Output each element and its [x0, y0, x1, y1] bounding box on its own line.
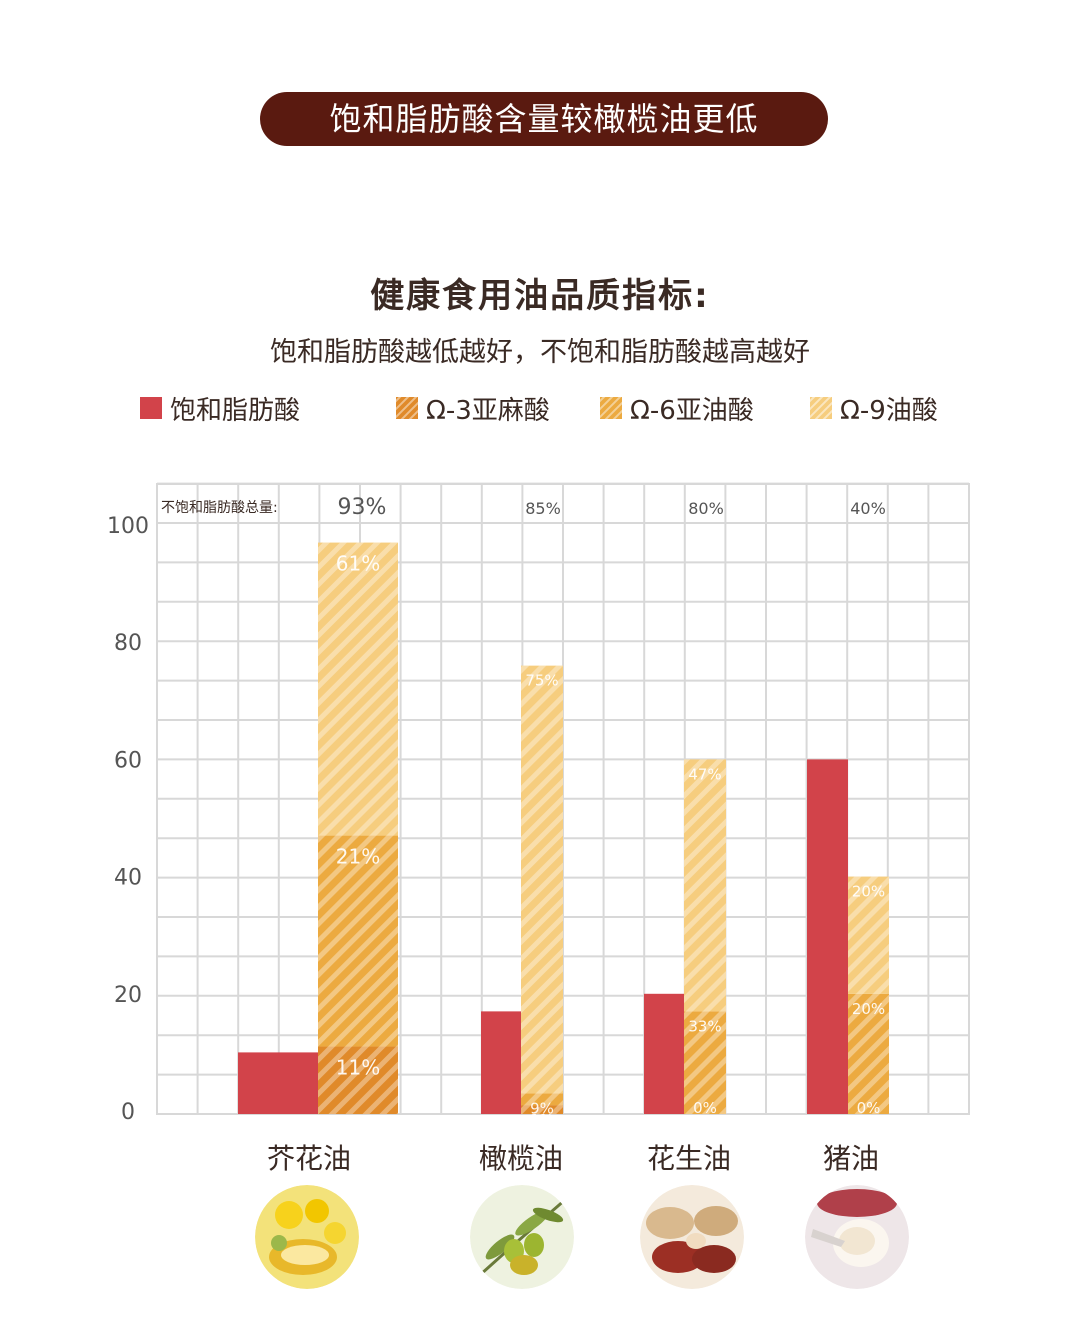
bar-hatch-omega9: [848, 876, 889, 994]
data-label-omega3: 0%: [857, 1099, 881, 1117]
legend-item-omega3: Ω-3亚麻酸: [396, 388, 550, 428]
y-axis: 0 20 40 60 80 100: [107, 514, 149, 1125]
chart-bars: [238, 542, 889, 1114]
bar-hatch-omega9: [318, 542, 398, 836]
data-label-omega3: 0%: [693, 1099, 717, 1117]
legend-swatch-saturated: [140, 397, 162, 419]
data-label-omega3: 11%: [336, 1056, 380, 1080]
data-label-omega3: 1%: [530, 1111, 554, 1129]
bar-saturated: [644, 993, 684, 1114]
y-tick-label: 0: [121, 1100, 135, 1125]
legend-swatch-omega6: [600, 397, 622, 419]
total-unsaturated-label: 85%: [525, 499, 561, 518]
data-label-omega6: 21%: [336, 845, 380, 869]
y-tick-label: 80: [114, 631, 142, 656]
y-tick-label: 20: [114, 983, 142, 1008]
bar-hatch-omega6: [318, 835, 398, 1047]
header-banner: 饱和脂肪酸含量较橄榄油更低: [260, 92, 828, 146]
legend-item-omega6: Ω-6亚油酸: [600, 388, 754, 428]
y-tick-label: 40: [114, 866, 142, 891]
bar-hatch-omega3: [318, 1046, 398, 1114]
chart-labels: 11% 21% 61% 93% 芥花油 1%9% 75% 85% 橄榄油 0% 33% 47% 80% 花…: [161, 495, 886, 1175]
canola-flower-icon: [255, 1185, 359, 1289]
data-label-omega6: 9%: [530, 1099, 554, 1117]
peanut-icon: [640, 1185, 744, 1289]
legend-item-omega9: Ω-9油酸: [810, 388, 938, 428]
bar-hatch-omega6: [848, 993, 889, 1114]
x-category-label: 猪油: [823, 1142, 879, 1175]
bar-hatch-omega9: [684, 759, 726, 1012]
data-label-omega9: 61%: [336, 552, 380, 576]
total-unsaturated-label: 93%: [338, 495, 387, 520]
lard-icon: [805, 1185, 909, 1289]
x-category-label: 花生油: [647, 1142, 731, 1175]
total-unsaturated-label: 40%: [850, 499, 886, 518]
legend-label-omega6: Ω-6亚油酸: [630, 395, 754, 426]
chart-subtitle: 饱和脂肪酸越低越好，不饱和脂肪酸越高越好: [270, 337, 810, 368]
chart-title: 健康食用油品质指标:: [370, 276, 710, 316]
y-tick-label: 100: [107, 514, 149, 539]
y-tick-label: 60: [114, 748, 142, 773]
banner-text: 饱和脂肪酸含量较橄榄油更低: [329, 100, 759, 138]
bar-hatch-omega6: [684, 1011, 726, 1114]
legend-item-saturated: 饱和脂肪酸: [140, 388, 300, 428]
x-category-label: 芥花油: [267, 1142, 351, 1175]
legend-swatch-omega3: [396, 397, 418, 419]
bar-saturated: [807, 759, 848, 1114]
bar-hatch-omega6: [521, 1093, 563, 1106]
bar-saturated: [481, 1011, 521, 1114]
data-label-omega9: 75%: [525, 672, 558, 690]
data-label-omega6: 33%: [688, 1017, 721, 1035]
data-label-omega6: 20%: [852, 1000, 885, 1018]
legend-label-omega3: Ω-3亚麻酸: [426, 395, 550, 426]
total-prefix-label: 不饱和脂肪酸总量:: [161, 500, 278, 516]
legend-swatch-omega9: [810, 397, 832, 419]
bar-hatch-omega9: [521, 665, 563, 1094]
bar-hatch-omega3: [521, 1105, 563, 1114]
legend-label-omega9: Ω-9油酸: [840, 395, 938, 426]
bar-saturated: [238, 1052, 318, 1114]
legend-label-saturated: 饱和脂肪酸: [170, 395, 301, 426]
chart-legend: 饱和脂肪酸 Ω-3亚麻酸 Ω-6亚油酸 Ω-9油酸: [140, 388, 960, 428]
olive-branch-icon: [470, 1185, 574, 1289]
total-unsaturated-label: 80%: [688, 499, 724, 518]
x-category-label: 橄榄油: [479, 1142, 563, 1175]
data-label-omega9: 47%: [688, 765, 721, 783]
data-label-omega9: 20%: [852, 883, 885, 901]
